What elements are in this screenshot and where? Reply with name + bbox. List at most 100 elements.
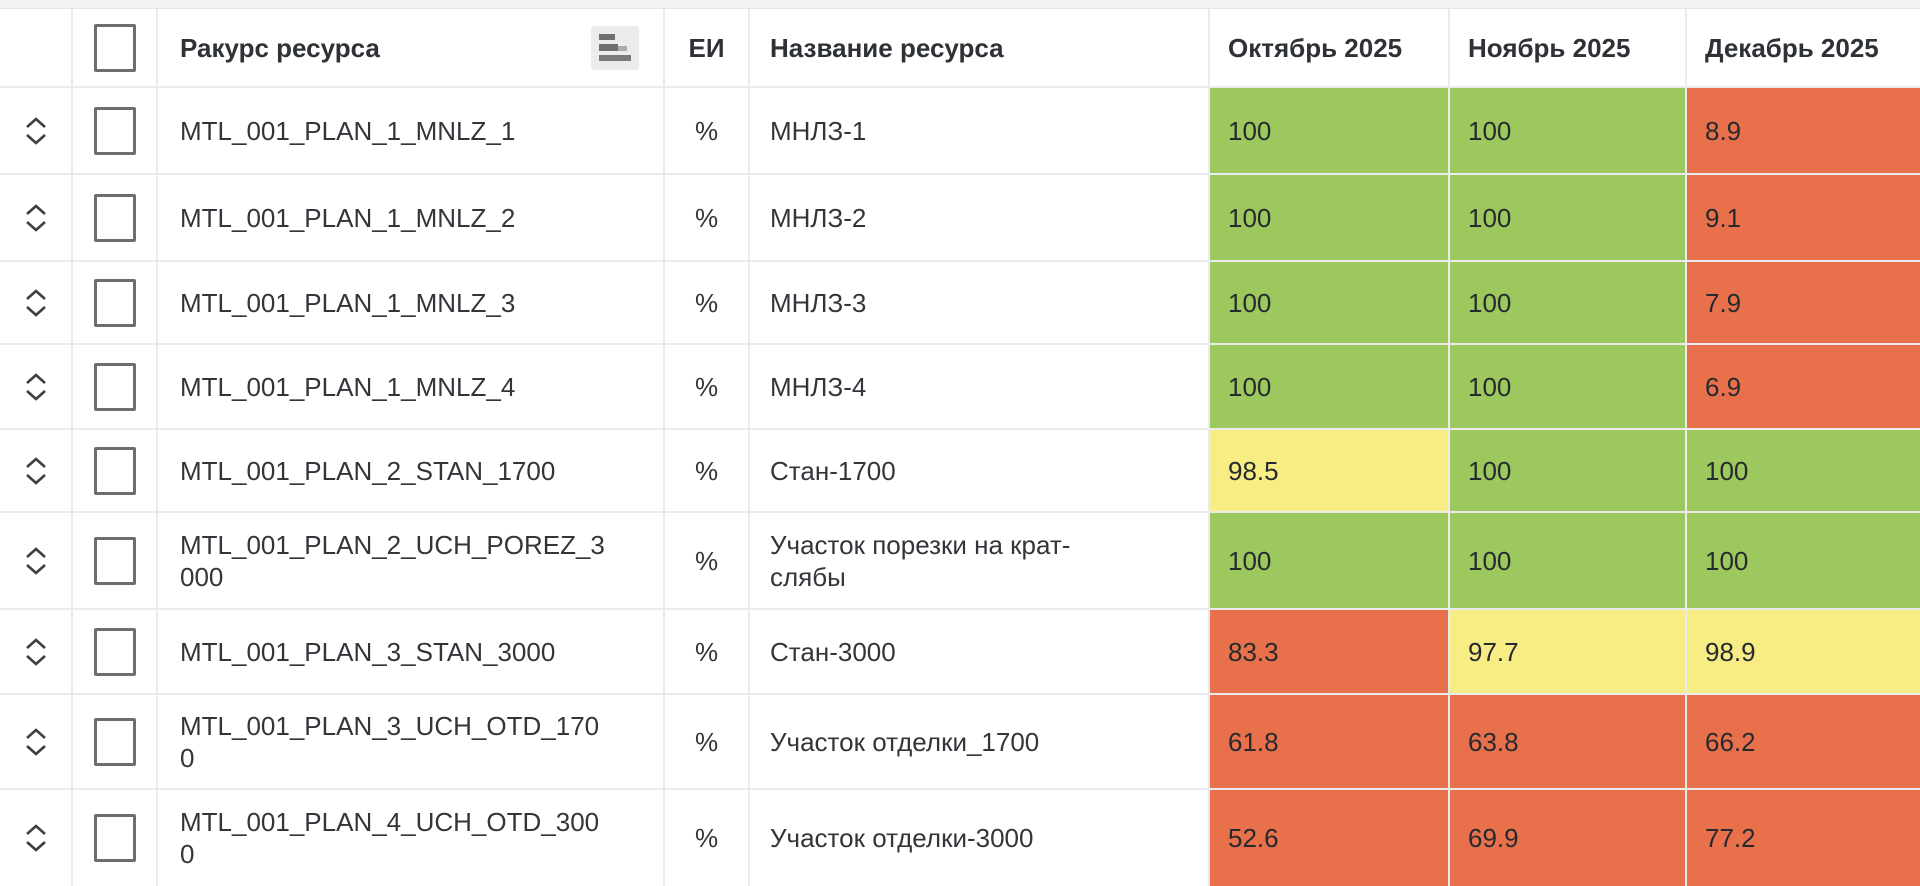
value-cell: 97.7 bbox=[1450, 610, 1685, 693]
row-cell-unit: % bbox=[665, 790, 748, 886]
row-checkbox[interactable] bbox=[93, 814, 136, 862]
row-cell-resource-name: Участок отделки_1700 bbox=[750, 695, 1208, 788]
row-cell-resource-view: MTL_001_PLAN_1_MNLZ_1 bbox=[158, 88, 663, 173]
reorder-handle[interactable] bbox=[24, 372, 48, 402]
row-cell-reorder bbox=[0, 430, 71, 511]
row-cell-resource-name: МНЛЗ-2 bbox=[750, 175, 1208, 260]
row-cell-resource-view: MTL_001_PLAN_4_UCH_OTD_300 0 bbox=[158, 790, 663, 886]
row-cell-unit: % bbox=[665, 175, 748, 260]
reorder-handle[interactable] bbox=[24, 288, 48, 318]
row-checkbox[interactable] bbox=[93, 362, 136, 411]
value-cell: 8.9 bbox=[1687, 88, 1920, 173]
row-checkbox[interactable] bbox=[93, 717, 136, 766]
value-cell: 100 bbox=[1450, 175, 1685, 260]
row-cell-resource-view: MTL_001_PLAN_1_MNLZ_3 bbox=[158, 262, 663, 343]
chevron-up-down-icon bbox=[25, 288, 46, 317]
row-cell-resource-view: MTL_001_PLAN_3_UCH_OTD_170 0 bbox=[158, 695, 663, 788]
header-reorder-column bbox=[0, 9, 71, 86]
value-cell: 7.9 bbox=[1687, 262, 1920, 343]
header-unit: ЕИ bbox=[665, 9, 748, 86]
value-cell: 100 bbox=[1450, 262, 1685, 343]
value-cell: 100 bbox=[1450, 88, 1685, 173]
reorder-handle[interactable] bbox=[24, 546, 48, 576]
row-cell-reorder bbox=[0, 345, 71, 428]
reorder-handle[interactable] bbox=[24, 637, 48, 667]
row-checkbox[interactable] bbox=[93, 446, 136, 495]
value-cell: 66.2 bbox=[1687, 695, 1920, 788]
resource-table: Ракурс ресурса ЕИ Название ресурса Октяб… bbox=[0, 9, 1920, 886]
row-cell-resource-view: MTL_001_PLAN_2_STAN_1700 bbox=[158, 430, 663, 511]
row-cell-unit: % bbox=[665, 695, 748, 788]
chevron-up-down-icon bbox=[25, 203, 46, 232]
value-cell: 100 bbox=[1210, 513, 1448, 608]
chevron-up-down-icon bbox=[25, 456, 46, 485]
row-checkbox[interactable] bbox=[93, 106, 136, 155]
chevron-up-down-icon bbox=[25, 372, 46, 401]
header-month-november: Ноябрь 2025 bbox=[1450, 9, 1685, 86]
row-checkbox[interactable] bbox=[93, 536, 136, 585]
value-cell: 52.6 bbox=[1210, 790, 1448, 886]
header-resource-view: Ракурс ресурса bbox=[158, 9, 663, 86]
header-resource-name: Название ресурса bbox=[750, 9, 1208, 86]
select-all-checkbox[interactable] bbox=[93, 23, 136, 72]
row-cell-resource-name: Участок отделки-3000 bbox=[750, 790, 1208, 886]
row-cell-resource-name: Стан-3000 bbox=[750, 610, 1208, 693]
row-cell-unit: % bbox=[665, 88, 748, 173]
reorder-handle[interactable] bbox=[24, 203, 48, 233]
chevron-up-down-icon bbox=[25, 637, 46, 666]
page-top-strip bbox=[0, 0, 1920, 9]
row-checkbox[interactable] bbox=[93, 627, 136, 676]
row-cell-resource-name: Участок порезки на крат- слябы bbox=[750, 513, 1208, 608]
row-cell-unit: % bbox=[665, 262, 748, 343]
header-resource-view-label: Ракурс ресурса bbox=[180, 32, 380, 63]
value-cell: 100 bbox=[1687, 513, 1920, 608]
row-cell-resource-view: MTL_001_PLAN_1_MNLZ_2 bbox=[158, 175, 663, 260]
reorder-handle[interactable] bbox=[24, 823, 48, 853]
value-cell: 100 bbox=[1210, 175, 1448, 260]
chevron-up-down-icon bbox=[25, 727, 46, 756]
row-cell-reorder bbox=[0, 610, 71, 693]
row-cell-reorder bbox=[0, 262, 71, 343]
sort-button[interactable] bbox=[591, 25, 639, 70]
row-cell-unit: % bbox=[665, 513, 748, 608]
row-cell-select bbox=[73, 88, 156, 173]
row-cell-resource-view: MTL_001_PLAN_3_STAN_3000 bbox=[158, 610, 663, 693]
row-cell-select bbox=[73, 610, 156, 693]
row-cell-resource-name: МНЛЗ-3 bbox=[750, 262, 1208, 343]
row-cell-select bbox=[73, 262, 156, 343]
value-cell: 100 bbox=[1687, 430, 1920, 511]
row-cell-resource-view: MTL_001_PLAN_2_UCH_POREZ_3 000 bbox=[158, 513, 663, 608]
value-cell: 100 bbox=[1450, 345, 1685, 428]
row-cell-unit: % bbox=[665, 610, 748, 693]
value-cell: 98.9 bbox=[1687, 610, 1920, 693]
row-cell-resource-view: MTL_001_PLAN_1_MNLZ_4 bbox=[158, 345, 663, 428]
reorder-handle[interactable] bbox=[24, 727, 48, 757]
row-cell-reorder bbox=[0, 513, 71, 608]
reorder-handle[interactable] bbox=[24, 456, 48, 486]
row-cell-select bbox=[73, 430, 156, 511]
chevron-up-down-icon bbox=[25, 116, 46, 145]
header-select-column bbox=[73, 9, 156, 86]
row-checkbox[interactable] bbox=[93, 193, 136, 242]
value-cell: 100 bbox=[1450, 513, 1685, 608]
value-cell: 100 bbox=[1210, 262, 1448, 343]
row-cell-select bbox=[73, 345, 156, 428]
value-cell: 63.8 bbox=[1450, 695, 1685, 788]
value-cell: 77.2 bbox=[1687, 790, 1920, 886]
value-cell: 100 bbox=[1210, 88, 1448, 173]
value-cell: 98.5 bbox=[1210, 430, 1448, 511]
header-month-october: Октябрь 2025 bbox=[1210, 9, 1448, 86]
row-cell-reorder bbox=[0, 88, 71, 173]
row-cell-select bbox=[73, 790, 156, 886]
header-month-december: Декабрь 2025 bbox=[1687, 9, 1920, 86]
row-cell-unit: % bbox=[665, 345, 748, 428]
value-cell: 83.3 bbox=[1210, 610, 1448, 693]
value-cell: 9.1 bbox=[1687, 175, 1920, 260]
row-cell-resource-name: МНЛЗ-1 bbox=[750, 88, 1208, 173]
row-cell-resource-name: Стан-1700 bbox=[750, 430, 1208, 511]
row-checkbox[interactable] bbox=[93, 278, 136, 327]
row-cell-resource-name: МНЛЗ-4 bbox=[750, 345, 1208, 428]
reorder-handle[interactable] bbox=[24, 116, 48, 146]
row-cell-reorder bbox=[0, 695, 71, 788]
value-cell: 69.9 bbox=[1450, 790, 1685, 886]
